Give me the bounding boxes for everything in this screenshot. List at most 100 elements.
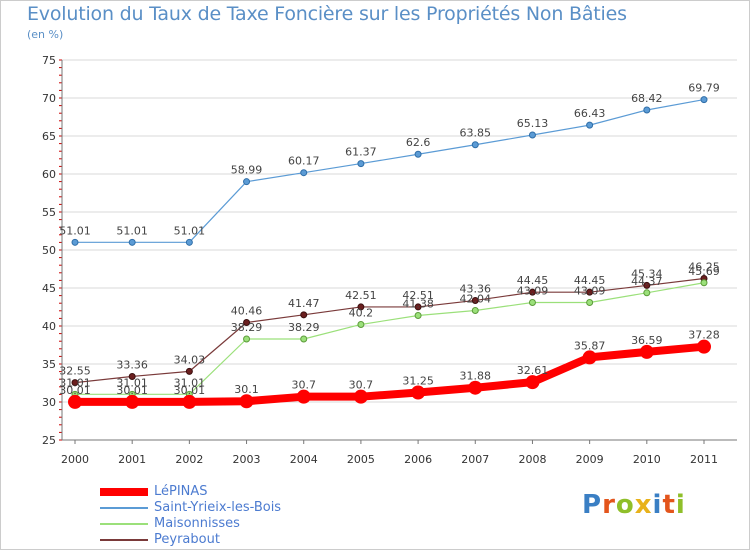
series-line-2 [74,282,705,395]
y-tick-label: 60 [42,168,56,181]
x-tick-label: 2000 [61,453,89,466]
data-label: 42.04 [460,292,492,305]
data-label: 30.01 [116,384,148,397]
data-label: 61.37 [345,146,377,159]
data-point [414,303,422,311]
legend-swatch [100,539,148,541]
data-point [528,288,536,296]
legend-swatch [100,523,148,525]
data-point [414,312,422,320]
data-label: 51.01 [174,224,206,237]
data-label: 62.6 [406,136,431,149]
data-point [300,169,308,177]
data-label: 51.01 [59,224,91,237]
y-tick-label: 35 [42,358,56,371]
x-tick-label: 2010 [633,453,661,466]
y-tick-label: 30 [42,396,56,409]
logo-letter: x [634,490,653,520]
data-label: 31.01 [116,376,148,389]
data-label: 43.09 [574,285,606,298]
data-point [353,389,368,404]
legend-item-lepinas[interactable]: LéPINAS [100,484,360,500]
data-point [125,394,140,409]
data-point [243,319,251,327]
data-point [582,350,597,365]
data-label: 30.1 [234,383,259,396]
logo-letter: o [615,490,635,520]
data-point [411,385,426,400]
data-point [643,281,651,289]
data-point [71,238,79,246]
legend-item-peyrabout[interactable]: Peyrabout [100,532,360,548]
data-point [243,178,251,186]
y-tick-label: 45 [42,282,56,295]
data-point [128,238,136,246]
data-label: 45.69 [688,265,720,278]
data-label: 30.01 [59,384,91,397]
data-label: 44.45 [574,274,606,287]
data-label: 30.7 [349,379,374,392]
data-label: 31.25 [402,375,434,388]
y-tick-label: 50 [42,244,56,257]
data-point [639,344,654,359]
data-label: 31.88 [460,370,492,383]
data-label: 31.01 [174,376,206,389]
data-label: 40.46 [231,305,263,318]
data-label: 44.45 [517,274,549,287]
x-tick-label: 2008 [518,453,546,466]
data-label: 44.37 [631,275,663,288]
data-label: 38.29 [231,321,263,334]
x-tick-label: 2009 [576,453,604,466]
proxiti-logo: Proxiti [582,490,686,520]
data-point [300,311,308,319]
legend-item-maisonnisses[interactable]: Maisonnisses [100,516,360,532]
data-label: 41.47 [288,297,320,310]
data-point [243,335,251,343]
data-point [185,238,193,246]
data-label: 31.01 [59,376,91,389]
data-label: 69.79 [688,82,720,95]
data-point [471,296,479,304]
data-point [357,320,365,328]
data-label: 51.01 [116,224,148,237]
x-tick-label: 2006 [404,453,432,466]
data-point [586,299,594,307]
data-label: 68.42 [631,92,663,105]
data-label: 32.55 [59,365,91,378]
y-tick-label: 75 [42,54,56,67]
data-point [414,150,422,158]
data-point [239,394,254,409]
data-label: 33.36 [116,358,148,371]
data-label: 38.29 [288,321,320,334]
data-point [182,394,197,409]
legend-item-saint-yrieix[interactable]: Saint-Yrieix-les-Bois [100,500,360,516]
data-label: 46.25 [688,261,720,274]
data-point [471,306,479,314]
data-point [700,96,708,104]
logo-letter: r [602,490,616,520]
logo-letter: i [675,490,686,520]
data-point [525,375,540,390]
logo-letter: i [652,490,663,520]
x-tick-label: 2001 [118,453,146,466]
x-tick-label: 2004 [290,453,318,466]
data-point [296,389,311,404]
data-point [185,367,193,375]
legend-label: Saint-Yrieix-les-Bois [154,500,282,515]
x-tick-label: 2003 [233,453,261,466]
series-line-0 [71,342,708,406]
data-label: 43.09 [517,285,549,298]
data-point [643,289,651,297]
data-label: 60.17 [288,155,320,168]
series-line-1 [74,98,705,243]
data-point [697,339,711,354]
data-label: 30.01 [174,384,206,397]
data-label: 30.7 [291,379,316,392]
data-point [128,372,136,380]
data-point [68,394,82,409]
chart-title: Evolution du Taux de Taxe Foncière sur l… [27,3,627,25]
data-point [300,335,308,343]
data-label: 42.51 [345,289,377,302]
